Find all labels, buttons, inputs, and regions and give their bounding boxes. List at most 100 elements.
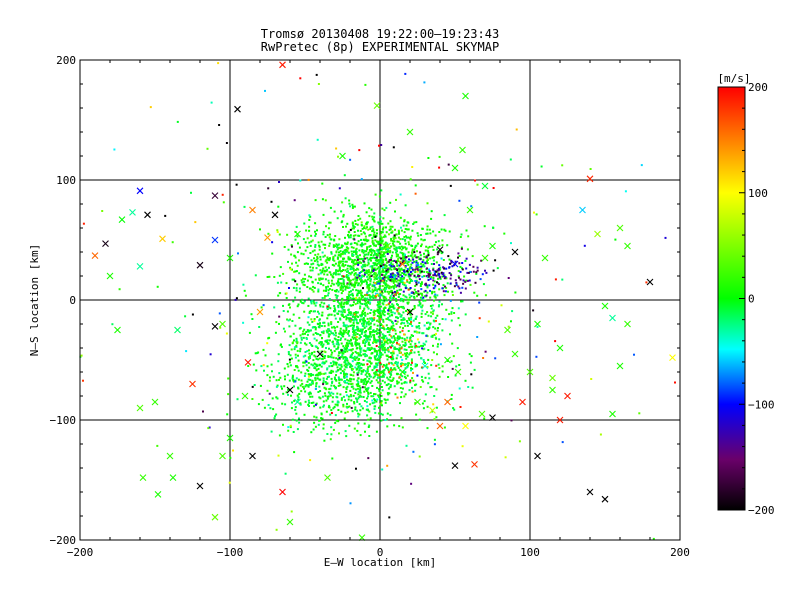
meteor-dot bbox=[411, 361, 413, 364]
meteor-dot bbox=[330, 384, 333, 387]
meteor-dot bbox=[392, 305, 395, 308]
meteor-dot bbox=[394, 297, 397, 300]
meteor-dot bbox=[348, 236, 350, 239]
meteor-dot bbox=[381, 370, 384, 373]
meteor-dot bbox=[404, 266, 407, 269]
meteor-cross bbox=[129, 209, 136, 216]
meteor-dot bbox=[297, 242, 299, 245]
meteor-dot bbox=[429, 386, 432, 389]
meteor-dot bbox=[461, 445, 464, 448]
meteor-dot bbox=[358, 345, 361, 348]
meteor-dot bbox=[381, 260, 384, 263]
meteor-dot bbox=[279, 292, 282, 295]
meteor-dot bbox=[419, 296, 422, 299]
meteor-dot bbox=[391, 303, 394, 306]
meteor-dot bbox=[351, 365, 354, 368]
meteor-dot bbox=[427, 279, 430, 281]
meteor-dot bbox=[290, 253, 293, 256]
meteor-dot bbox=[363, 232, 366, 235]
meteor-dot bbox=[334, 235, 337, 237]
meteor-dot bbox=[328, 347, 330, 350]
meteor-dot bbox=[380, 248, 383, 251]
meteor-dot bbox=[340, 313, 343, 316]
meteor-dot bbox=[312, 373, 314, 376]
meteor-dot bbox=[373, 334, 376, 337]
meteor-dot bbox=[273, 417, 276, 420]
meteor-dot bbox=[373, 264, 376, 267]
meteor-dot bbox=[319, 397, 322, 400]
meteor-dot bbox=[314, 425, 317, 428]
meteor-dot bbox=[365, 372, 368, 375]
meteor-dot bbox=[347, 300, 350, 303]
meteor-dot bbox=[378, 336, 381, 339]
meteor-dot bbox=[415, 267, 418, 270]
meteor-dot bbox=[411, 272, 414, 275]
meteor-dot bbox=[476, 266, 479, 269]
meteor-dot bbox=[291, 268, 293, 271]
meteor-dot bbox=[340, 398, 343, 401]
meteor-cross bbox=[241, 392, 249, 400]
meteor-dot bbox=[367, 251, 370, 254]
meteor-dot bbox=[355, 352, 358, 355]
meteor-dot bbox=[300, 252, 303, 255]
meteor-dot bbox=[414, 363, 417, 366]
meteor-dot bbox=[333, 314, 336, 317]
meteor-dot bbox=[327, 294, 329, 297]
meteor-dot bbox=[431, 290, 434, 293]
meteor-dot bbox=[293, 348, 296, 351]
meteor-dot bbox=[414, 318, 417, 320]
meteor-dot bbox=[365, 401, 368, 404]
meteor-dot bbox=[283, 367, 286, 370]
meteor-dot bbox=[429, 305, 432, 307]
meteor-dot bbox=[369, 290, 372, 293]
meteor-cross bbox=[211, 323, 219, 330]
meteor-dot bbox=[395, 253, 398, 256]
meteor-dot bbox=[313, 350, 316, 353]
meteor-dot bbox=[335, 348, 338, 351]
meteor-cross bbox=[264, 234, 271, 241]
meteor-dot bbox=[449, 333, 451, 336]
meteor-dot bbox=[378, 144, 380, 147]
meteor-dot bbox=[322, 230, 325, 233]
meteor-dot bbox=[156, 285, 159, 288]
meteor-dot bbox=[360, 369, 363, 372]
meteor-dot bbox=[455, 365, 458, 368]
meteor-dot bbox=[385, 258, 388, 261]
meteor-dot bbox=[330, 409, 333, 412]
meteor-dot bbox=[344, 363, 347, 366]
meteor-dot bbox=[364, 238, 367, 241]
meteor-dot bbox=[337, 243, 340, 246]
meteor-dot bbox=[308, 366, 311, 369]
meteor-dot bbox=[375, 365, 378, 368]
meteor-dot bbox=[218, 124, 221, 126]
meteor-dot bbox=[356, 311, 359, 314]
meteor-dot bbox=[410, 295, 413, 298]
meteor-dot bbox=[412, 319, 415, 322]
meteor-dot bbox=[450, 261, 453, 264]
meteor-dot bbox=[317, 333, 320, 336]
meteor-dot bbox=[302, 238, 305, 241]
meteor-dot bbox=[367, 395, 369, 398]
meteor-dot bbox=[465, 279, 468, 282]
meteor-dot bbox=[410, 351, 413, 354]
meteor-dot bbox=[371, 352, 374, 354]
meteor-dot bbox=[393, 347, 396, 350]
meteor-dot bbox=[322, 377, 325, 380]
meteor-dot bbox=[374, 259, 377, 262]
meteor-dot bbox=[390, 351, 393, 354]
meteor-dot bbox=[319, 371, 322, 374]
meteor-dot bbox=[367, 307, 370, 310]
meteor-dot bbox=[424, 282, 427, 285]
meteor-dot bbox=[507, 277, 510, 279]
meteor-dot bbox=[313, 415, 316, 418]
meteor-dot bbox=[561, 441, 564, 444]
meteor-dot bbox=[344, 260, 347, 263]
meteor-cross bbox=[102, 240, 109, 247]
meteor-dot bbox=[366, 335, 369, 338]
meteor-dot bbox=[350, 242, 353, 245]
meteor-dot bbox=[429, 272, 432, 275]
meteor-dot bbox=[339, 364, 342, 367]
meteor-cross bbox=[316, 350, 324, 358]
meteor-dot bbox=[377, 388, 380, 391]
meteor-dot bbox=[273, 306, 276, 309]
